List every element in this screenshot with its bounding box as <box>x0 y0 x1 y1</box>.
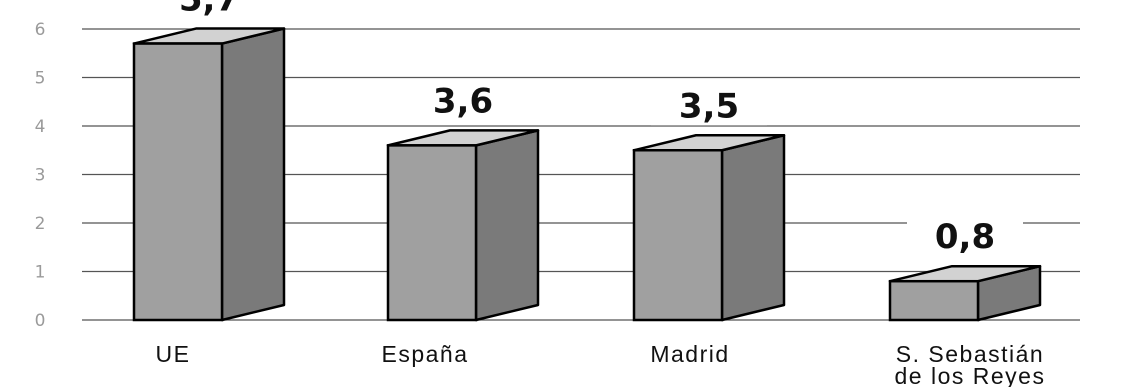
data-label-background <box>651 87 767 126</box>
y-tick-label: 0 <box>35 311 46 331</box>
bar-front-face <box>888 279 980 322</box>
y-tick-label: 2 <box>35 214 46 234</box>
category-label: España <box>381 341 468 367</box>
data-label-background <box>907 218 1023 257</box>
bar <box>632 134 786 322</box>
bar <box>386 129 540 322</box>
data-labels: 5,7 3,6 3,5 0,8 <box>151 0 1023 257</box>
y-tick-label: 5 <box>35 69 46 89</box>
category-label: de los Reyes <box>895 363 1046 387</box>
bars <box>132 27 1042 322</box>
y-tick-label: 1 <box>35 263 46 283</box>
y-tick-label: 3 <box>35 166 46 186</box>
bar <box>132 27 286 322</box>
bar-front-face <box>386 144 478 322</box>
bar-front-face <box>132 42 224 322</box>
y-tick-label: 4 <box>35 117 46 137</box>
y-tick-label: 6 <box>35 20 46 40</box>
category-label: UE <box>156 341 191 367</box>
data-label-text: 3,6 <box>433 81 493 121</box>
data-label-background <box>151 0 267 19</box>
data-label-text: 3,5 <box>679 86 739 126</box>
data-label-text: 5,7 <box>179 0 239 20</box>
bar <box>888 264 1042 322</box>
y-axis-ticks: 0 1 2 3 4 5 6 <box>35 20 46 331</box>
data-label-text: 0,8 <box>935 217 995 257</box>
data-label-background <box>405 82 521 121</box>
bar-side-face <box>220 27 286 322</box>
bar-front-face <box>632 149 724 322</box>
data-label: 3,5 <box>651 86 767 126</box>
category-label: Madrid <box>650 341 729 367</box>
data-label: 5,7 <box>151 0 267 20</box>
category-label: S. Sebastián <box>896 341 1044 367</box>
data-label: 0,8 <box>907 217 1023 257</box>
bar-side-face <box>474 129 540 322</box>
data-label: 3,6 <box>405 81 521 121</box>
bar-side-face <box>720 134 786 322</box>
